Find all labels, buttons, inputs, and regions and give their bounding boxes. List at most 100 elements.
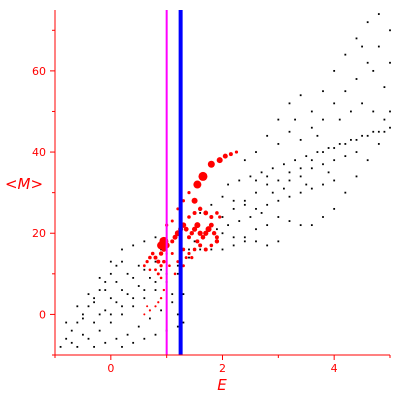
- data-point: [104, 281, 107, 283]
- data-point: [176, 207, 180, 211]
- data-point: [355, 151, 358, 153]
- data-point: [121, 313, 123, 316]
- data-point: [98, 313, 101, 316]
- y-tick-label: 40: [32, 146, 46, 159]
- data-point: [288, 171, 291, 174]
- data-point: [310, 159, 313, 162]
- data-point: [156, 272, 160, 276]
- data-point: [260, 212, 263, 214]
- data-point: [137, 264, 140, 267]
- data-point: [87, 337, 90, 340]
- data-point: [232, 236, 235, 239]
- data-point: [277, 240, 280, 243]
- data-point: [299, 167, 302, 170]
- data-point: [366, 61, 369, 64]
- data-point: [333, 179, 336, 182]
- vertical-lines: [165, 10, 183, 355]
- data-point: [93, 321, 95, 324]
- data-point: [184, 256, 188, 260]
- data-point: [121, 305, 123, 308]
- data-point: [266, 183, 269, 186]
- data-point: [115, 264, 118, 267]
- data-point: [377, 130, 380, 133]
- data-point: [355, 37, 358, 40]
- data-point: [159, 276, 163, 280]
- data-point: [93, 301, 95, 304]
- data-point: [322, 90, 324, 93]
- data-point: [162, 259, 166, 264]
- data-point: [228, 152, 233, 157]
- data-point: [70, 341, 73, 344]
- data-point: [137, 325, 140, 328]
- data-point: [148, 255, 152, 260]
- data-point: [199, 212, 202, 214]
- data-point: [232, 207, 235, 210]
- data-point: [182, 321, 185, 324]
- data-point: [70, 329, 73, 332]
- data-point: [109, 297, 112, 300]
- data-point: [137, 285, 140, 287]
- data-point: [150, 251, 155, 256]
- data-point: [149, 317, 151, 320]
- data-point: [215, 211, 219, 215]
- data-point: [310, 224, 313, 227]
- data-point: [176, 313, 179, 316]
- data-point: [121, 260, 123, 263]
- data-point: [104, 341, 107, 344]
- data-point: [157, 301, 160, 304]
- data-point: [377, 143, 380, 145]
- data-point: [187, 235, 191, 240]
- data-point: [338, 143, 341, 145]
- data-point: [159, 296, 163, 300]
- data-point: [255, 179, 257, 182]
- data-point: [266, 175, 269, 178]
- data-point: [310, 167, 313, 170]
- data-point: [198, 171, 208, 181]
- data-point: [132, 244, 135, 247]
- data-point: [322, 216, 324, 218]
- data-point: [191, 197, 198, 204]
- data-point: [76, 321, 79, 324]
- data-point: [327, 147, 330, 149]
- data-point: [294, 159, 296, 162]
- data-point: [227, 183, 229, 186]
- data-point: [156, 259, 161, 264]
- data-point: [160, 268, 162, 271]
- data-point: [366, 134, 369, 137]
- data-point: [344, 155, 347, 158]
- data-point: [243, 199, 246, 202]
- data-point: [154, 260, 157, 263]
- data-point: [200, 234, 206, 240]
- data-point: [299, 224, 302, 227]
- data-point: [283, 163, 285, 166]
- data-point: [383, 86, 386, 89]
- data-point: [109, 313, 112, 316]
- data-point: [383, 118, 386, 121]
- data-point: [310, 126, 313, 129]
- data-point: [115, 337, 118, 340]
- data-point: [361, 102, 363, 105]
- data-point: [389, 29, 391, 32]
- data-point: [132, 276, 135, 279]
- data-point: [221, 248, 224, 251]
- data-point: [255, 240, 257, 243]
- data-point: [132, 341, 135, 344]
- data-point: [162, 288, 166, 292]
- data-point: [372, 110, 375, 113]
- data-point: [187, 215, 191, 219]
- data-point: [316, 151, 319, 153]
- data-point: [76, 345, 79, 348]
- data-point: [189, 231, 194, 236]
- data-point: [181, 264, 185, 268]
- data-point: [154, 281, 157, 283]
- data-point: [132, 297, 135, 300]
- data-point: [322, 118, 324, 121]
- data-point: [160, 309, 162, 312]
- data-point: [271, 191, 274, 194]
- data-point: [299, 138, 302, 141]
- data-point: [299, 191, 302, 194]
- data-point: [191, 226, 198, 232]
- data-point: [389, 110, 391, 113]
- data-point: [333, 207, 336, 210]
- axes: [54, 10, 390, 356]
